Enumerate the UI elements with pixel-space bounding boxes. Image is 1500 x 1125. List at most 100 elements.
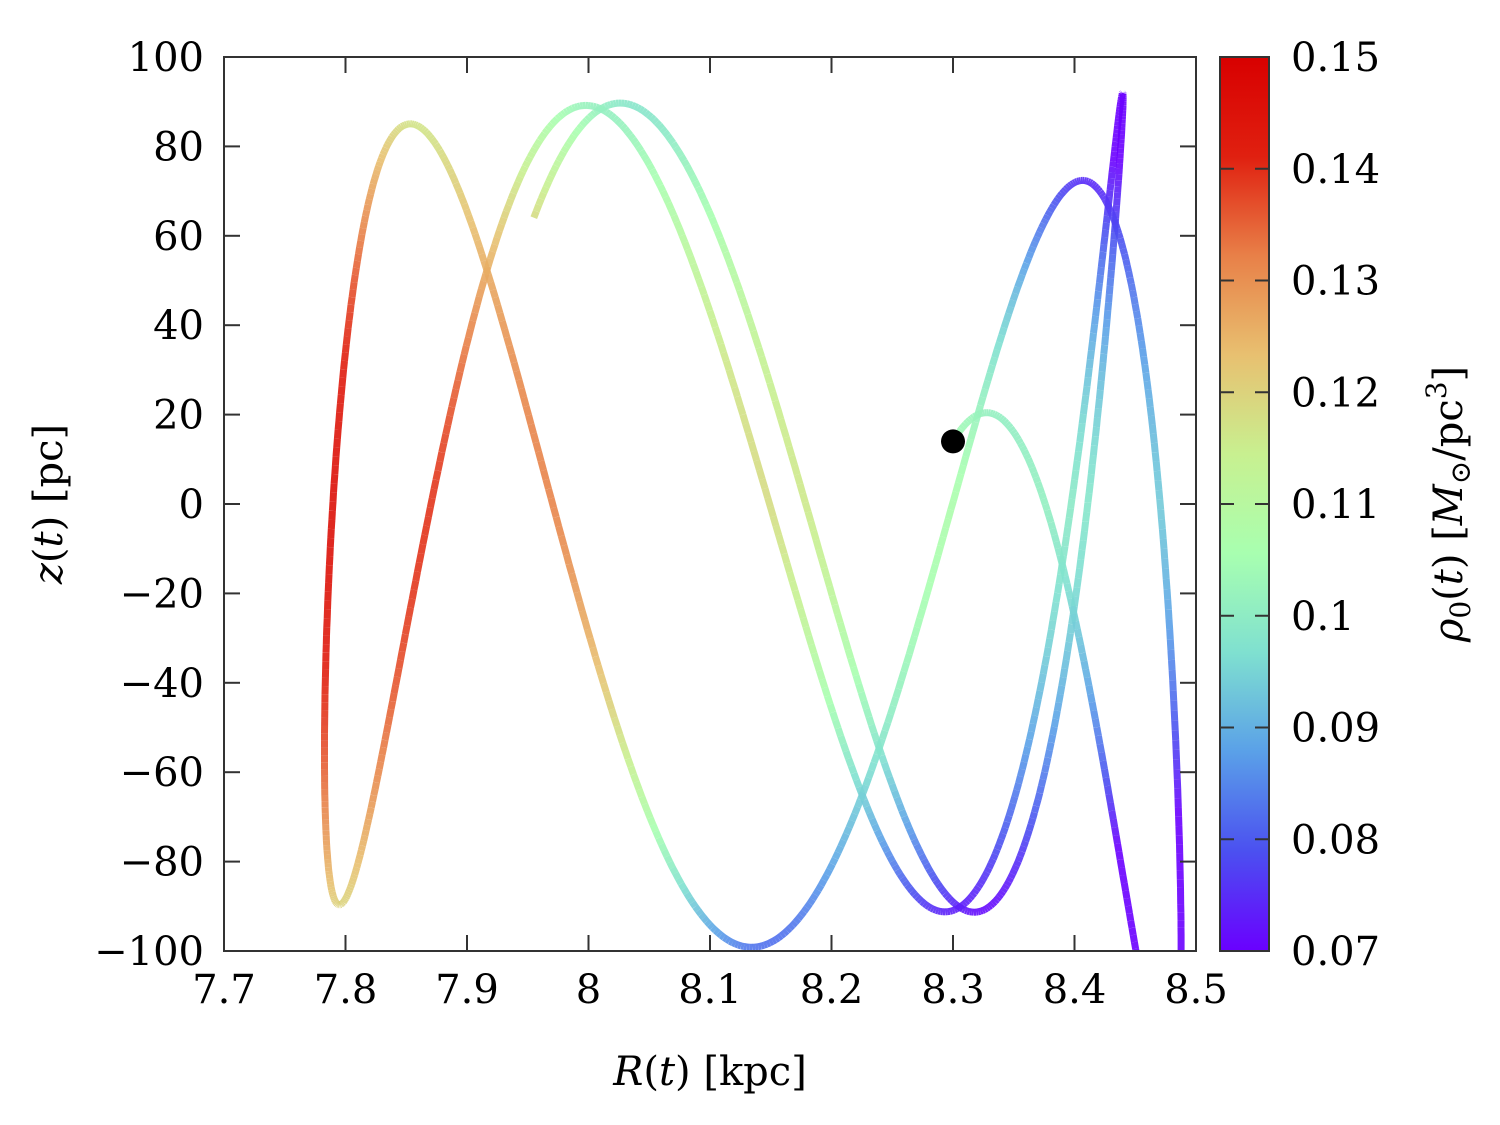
trajectory-segment	[1073, 451, 1082, 462]
trajectory-segment	[850, 771, 860, 782]
trajectory-segment	[1154, 480, 1163, 491]
trajectory-segment	[390, 684, 400, 694]
trajectory-segment	[1109, 246, 1117, 255]
trajectory-segment	[763, 373, 774, 384]
trajectory-segment	[983, 866, 993, 874]
trajectory-segment	[1041, 764, 1050, 774]
trajectory-segment	[1076, 558, 1085, 570]
trajectory-segment	[1098, 362, 1107, 373]
trajectory-segment	[1113, 227, 1123, 235]
trajectory-segment	[932, 906, 938, 914]
trajectory-segment	[478, 280, 488, 291]
trajectory-segment	[920, 857, 930, 866]
trajectory-segment	[377, 754, 386, 763]
trajectory-segment	[988, 901, 996, 909]
y-axis-label: z(t) [pc]	[26, 424, 72, 585]
trajectory-segment	[831, 603, 841, 615]
trajectory-segment	[503, 204, 512, 213]
trajectory-segment	[689, 262, 700, 273]
trajectory-segment	[1145, 397, 1154, 408]
trajectory-segment	[1064, 641, 1073, 652]
trajectory-segment	[946, 896, 955, 904]
trajectory-segment	[1077, 422, 1086, 434]
trajectory-segment	[1020, 753, 1030, 763]
trajectory-segment	[1144, 389, 1153, 399]
trajectory-segment	[700, 293, 711, 304]
trajectory-segment	[500, 210, 510, 219]
trajectory-segment	[784, 925, 793, 934]
trajectory-segment	[687, 255, 697, 266]
trajectory-segment	[932, 878, 941, 886]
trajectory-segment	[986, 902, 993, 910]
trajectory-segment	[765, 939, 772, 948]
trajectory-segment	[1059, 189, 1067, 196]
trajectory-segment	[989, 356, 999, 367]
trajectory-segment	[331, 898, 339, 903]
trajectory-segment	[919, 898, 927, 907]
trajectory-segment	[398, 642, 408, 653]
trajectory-segment	[974, 411, 980, 419]
trajectory-segment	[799, 492, 809, 504]
trajectory-segment	[432, 142, 441, 150]
trajectory-segment	[458, 353, 468, 364]
trajectory-segment	[1102, 222, 1110, 231]
trajectory-segment	[1119, 874, 1128, 884]
trajectory-segment	[348, 880, 356, 886]
trajectory-segment	[328, 510, 336, 521]
trajectory-segment	[604, 108, 611, 117]
trajectory-segment	[911, 626, 921, 638]
trajectory-segment	[367, 800, 376, 809]
trajectory-segment	[678, 154, 688, 163]
trajectory-segment	[837, 734, 847, 745]
trajectory-segment	[1082, 668, 1091, 679]
trajectory-segment	[1025, 823, 1035, 832]
trajectory-segment	[993, 341, 1003, 351]
trajectory-segment	[630, 101, 637, 110]
trajectory-segment	[1054, 547, 1064, 557]
trajectory-segment	[1123, 264, 1133, 273]
trajectory-segment	[624, 757, 635, 768]
trajectory-segment	[532, 441, 542, 453]
trajectory-segment	[1052, 196, 1061, 204]
trajectory-segment	[1158, 1059, 1159, 1062]
trajectory-segment	[1129, 934, 1138, 943]
trajectory-segment	[496, 223, 506, 233]
trajectory-segment	[545, 487, 555, 500]
trajectory-segment	[426, 497, 436, 509]
trajectory-segment	[821, 686, 831, 698]
trajectory-segment	[643, 109, 651, 118]
trajectory-segment	[638, 149, 647, 158]
trajectory-segment	[851, 805, 861, 816]
trajectory-segment	[912, 891, 920, 900]
trajectory-segment	[705, 209, 716, 220]
trajectory-segment	[709, 924, 718, 933]
trajectory-segment	[384, 716, 393, 726]
trajectory-segment	[887, 704, 897, 716]
trajectory-segment	[327, 886, 336, 891]
trajectory-segment	[742, 422, 752, 434]
trajectory-segment	[750, 450, 761, 462]
trajectory-segment	[578, 609, 589, 622]
trajectory-segment	[1093, 408, 1102, 418]
trajectory-segment	[592, 108, 600, 116]
trajectory-segment	[558, 150, 567, 158]
trajectory-segment	[1134, 317, 1143, 327]
trajectory-segment	[573, 591, 583, 603]
trajectory-segment	[555, 525, 565, 537]
trajectory-segment	[809, 892, 819, 902]
trajectory-segment	[1163, 588, 1172, 600]
trajectory-segment	[1075, 636, 1085, 646]
trajectory-segment	[592, 655, 602, 667]
trajectory-segment	[537, 460, 547, 472]
trajectory-segment	[586, 637, 597, 649]
trajectory-segment	[802, 625, 812, 637]
colorbar-tick-label: 0.1	[1291, 594, 1355, 640]
trajectory-segment	[780, 427, 790, 439]
trajectory-segment	[1029, 714, 1039, 725]
trajectory-segment	[1164, 609, 1173, 620]
trajectory-segment	[1156, 1052, 1157, 1056]
trajectory-segment	[840, 742, 850, 753]
trajectory-segment	[961, 900, 968, 908]
trajectory-segment	[430, 139, 439, 147]
trajectory-segment	[1051, 601, 1060, 613]
